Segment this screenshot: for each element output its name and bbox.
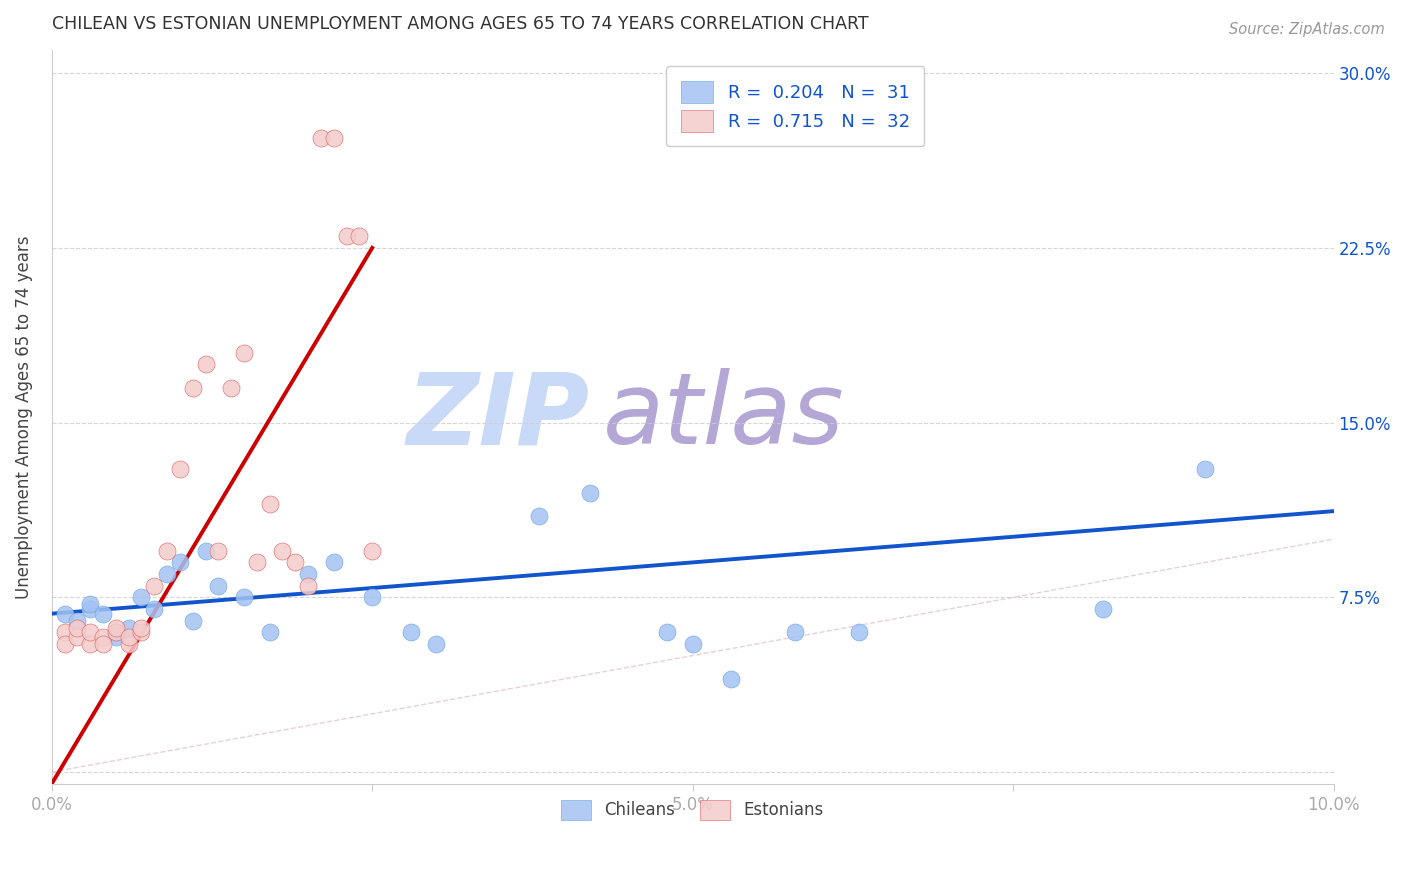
Point — [233, 345, 256, 359]
Point — [335, 229, 357, 244]
Legend: Chileans, Estonians: Chileans, Estonians — [554, 793, 831, 827]
Point — [79, 625, 101, 640]
Point — [91, 607, 114, 621]
Point — [53, 625, 76, 640]
Point — [425, 637, 447, 651]
Point — [233, 591, 256, 605]
Point — [271, 543, 294, 558]
Point — [104, 621, 127, 635]
Point — [131, 625, 153, 640]
Y-axis label: Unemployment Among Ages 65 to 74 years: Unemployment Among Ages 65 to 74 years — [15, 235, 32, 599]
Point — [79, 598, 101, 612]
Point — [156, 567, 179, 582]
Point — [259, 625, 281, 640]
Point — [143, 602, 166, 616]
Point — [655, 625, 678, 640]
Point — [207, 543, 229, 558]
Point — [104, 630, 127, 644]
Point — [682, 637, 704, 651]
Point — [156, 543, 179, 558]
Point — [785, 625, 807, 640]
Point — [66, 630, 89, 644]
Point — [322, 131, 344, 145]
Point — [118, 621, 141, 635]
Point — [848, 625, 870, 640]
Point — [194, 357, 217, 371]
Point — [246, 555, 269, 569]
Point — [66, 621, 89, 635]
Point — [399, 625, 422, 640]
Point — [79, 637, 101, 651]
Point — [79, 602, 101, 616]
Point — [309, 131, 332, 145]
Point — [118, 637, 141, 651]
Point — [322, 555, 344, 569]
Text: Source: ZipAtlas.com: Source: ZipAtlas.com — [1229, 22, 1385, 37]
Point — [104, 625, 127, 640]
Point — [181, 381, 204, 395]
Point — [53, 637, 76, 651]
Point — [66, 614, 89, 628]
Point — [181, 614, 204, 628]
Point — [131, 621, 153, 635]
Point — [349, 229, 371, 244]
Point — [527, 508, 550, 523]
Text: ZIP: ZIP — [408, 368, 591, 466]
Point — [297, 567, 319, 582]
Point — [297, 579, 319, 593]
Point — [91, 630, 114, 644]
Text: atlas: atlas — [603, 368, 845, 466]
Point — [259, 497, 281, 511]
Point — [53, 607, 76, 621]
Point — [207, 579, 229, 593]
Point — [91, 637, 114, 651]
Point — [143, 579, 166, 593]
Point — [720, 672, 742, 686]
Point — [131, 591, 153, 605]
Point — [169, 555, 191, 569]
Point — [1091, 602, 1114, 616]
Point — [1194, 462, 1216, 476]
Point — [284, 555, 307, 569]
Point — [169, 462, 191, 476]
Point — [579, 485, 602, 500]
Point — [219, 381, 242, 395]
Point — [118, 630, 141, 644]
Point — [361, 543, 384, 558]
Point — [361, 591, 384, 605]
Point — [194, 543, 217, 558]
Text: CHILEAN VS ESTONIAN UNEMPLOYMENT AMONG AGES 65 TO 74 YEARS CORRELATION CHART: CHILEAN VS ESTONIAN UNEMPLOYMENT AMONG A… — [52, 15, 869, 33]
Point — [104, 625, 127, 640]
